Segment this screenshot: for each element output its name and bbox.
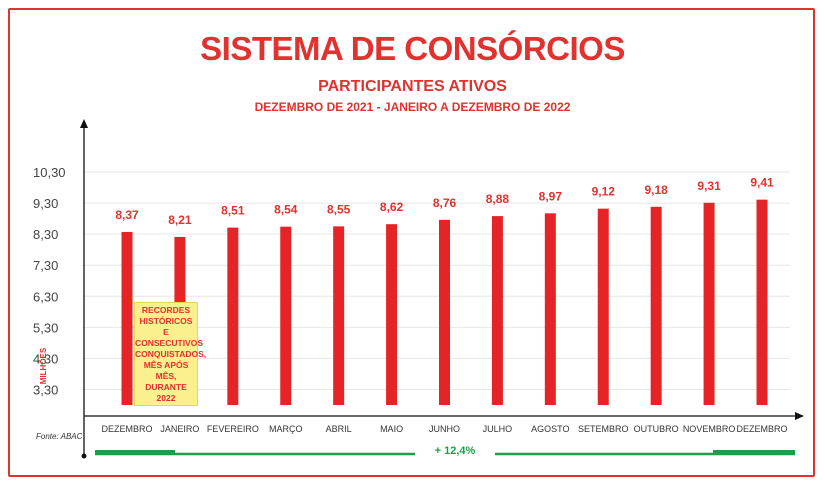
x-tick-label: NOVEMBRO: [683, 424, 736, 434]
bar: [121, 231, 133, 405]
value-label: 8,76: [433, 196, 457, 210]
growth-start-marker: [95, 450, 175, 455]
bar: [227, 227, 239, 405]
value-label: 8,21: [168, 213, 192, 227]
x-tick-label: FEVEREIRO: [207, 424, 259, 434]
value-label: 8,55: [327, 202, 351, 216]
value-label: 9,18: [644, 183, 668, 197]
chart-period: DEZEMBRO DE 2021 - JANEIRO A DEZEMBRO DE…: [254, 100, 571, 114]
y-tick-label: 8,30: [33, 227, 58, 242]
chart-subtitle: PARTICIPANTES ATIVOS: [318, 78, 507, 95]
x-axis-arrow: [795, 412, 804, 420]
bar: [650, 206, 662, 405]
bar: [703, 202, 715, 405]
x-tick-label: DEZEMBRO: [736, 424, 787, 434]
bar: [439, 219, 450, 405]
value-label: 9,12: [592, 185, 616, 199]
x-tick-label: MARÇO: [269, 424, 303, 434]
x-tick-label: DEZEMBRO: [101, 424, 152, 434]
callout-line: RECORDES: [141, 305, 191, 315]
y-axis-label: MILHÕES: [39, 347, 48, 385]
bar: [280, 226, 292, 405]
x-axis-labels: DEZEMBRO JANEIRO FEVEREIRO MARÇO ABRIL MAIO JU…: [101, 424, 787, 434]
chart-frame: [8, 8, 815, 477]
x-tick-label: JANEIRO: [160, 424, 199, 434]
callout-line: MÊS APÓS MÊS,: [143, 360, 189, 381]
x-tick-label: JUNHO: [429, 424, 460, 434]
value-label: 8,51: [221, 204, 245, 218]
y-tick-label: 9,30: [33, 196, 58, 211]
x-tick-label: MAIO: [380, 424, 403, 434]
x-tick-label: AGOSTO: [531, 424, 569, 434]
x-tick-label: ABRIL: [326, 424, 352, 434]
x-tick-label: JULHO: [483, 424, 513, 434]
value-labels: 8,37 8,21 8,51 8,54 8,55 8,62 8,76 8,88 8,97 9,12…: [115, 176, 774, 227]
value-label: 8,62: [380, 200, 404, 214]
records-callout: RECORDES HISTÓRICOS E CONSECUTIVOS CONQU…: [134, 302, 207, 406]
y-tick-label: 5,30: [33, 320, 58, 335]
bar: [544, 213, 556, 405]
y-tick-label: 4,30: [33, 351, 58, 366]
value-label: 8,37: [115, 208, 139, 222]
bar: [597, 208, 609, 405]
callout-line: CONQUISTADOS,: [135, 349, 207, 359]
y-tick-label: 7,30: [33, 258, 58, 273]
y-axis-arrow: [80, 119, 88, 128]
value-label: 8,88: [486, 192, 510, 206]
callout-line: E CONSECUTIVOS: [135, 327, 204, 348]
growth-label: + 12,4%: [415, 445, 495, 457]
bar: [756, 199, 768, 405]
bar: [491, 216, 503, 405]
y-axis-ticks: 3,30 4,30 5,30 6,30 7,30 8,30 9,30 10,30: [33, 165, 66, 397]
bar: [386, 224, 398, 405]
growth-end-marker: [713, 450, 795, 455]
callout-line: HISTÓRICOS: [139, 316, 193, 326]
x-tick-label: SETEMBRO: [578, 424, 629, 434]
grid-lines: [82, 171, 790, 390]
value-label: 8,54: [274, 203, 298, 217]
value-label: 8,97: [539, 189, 563, 203]
value-label: 9,31: [697, 179, 721, 193]
y-tick-label: 3,30: [33, 382, 58, 397]
source-note: Fonte: ABAC: [36, 432, 83, 441]
value-label: 9,41: [750, 176, 774, 190]
y-tick-label: 6,30: [33, 289, 58, 304]
axis-origin-dot: [81, 453, 87, 459]
bars: [121, 199, 768, 405]
bar: [333, 226, 345, 405]
callout-line: DURANTE 2022: [145, 382, 187, 403]
y-tick-label: 10,30: [33, 165, 66, 180]
chart-title: SISTEMA DE CONSÓRCIOS: [200, 30, 625, 67]
x-tick-label: OUTUBRO: [634, 424, 679, 434]
